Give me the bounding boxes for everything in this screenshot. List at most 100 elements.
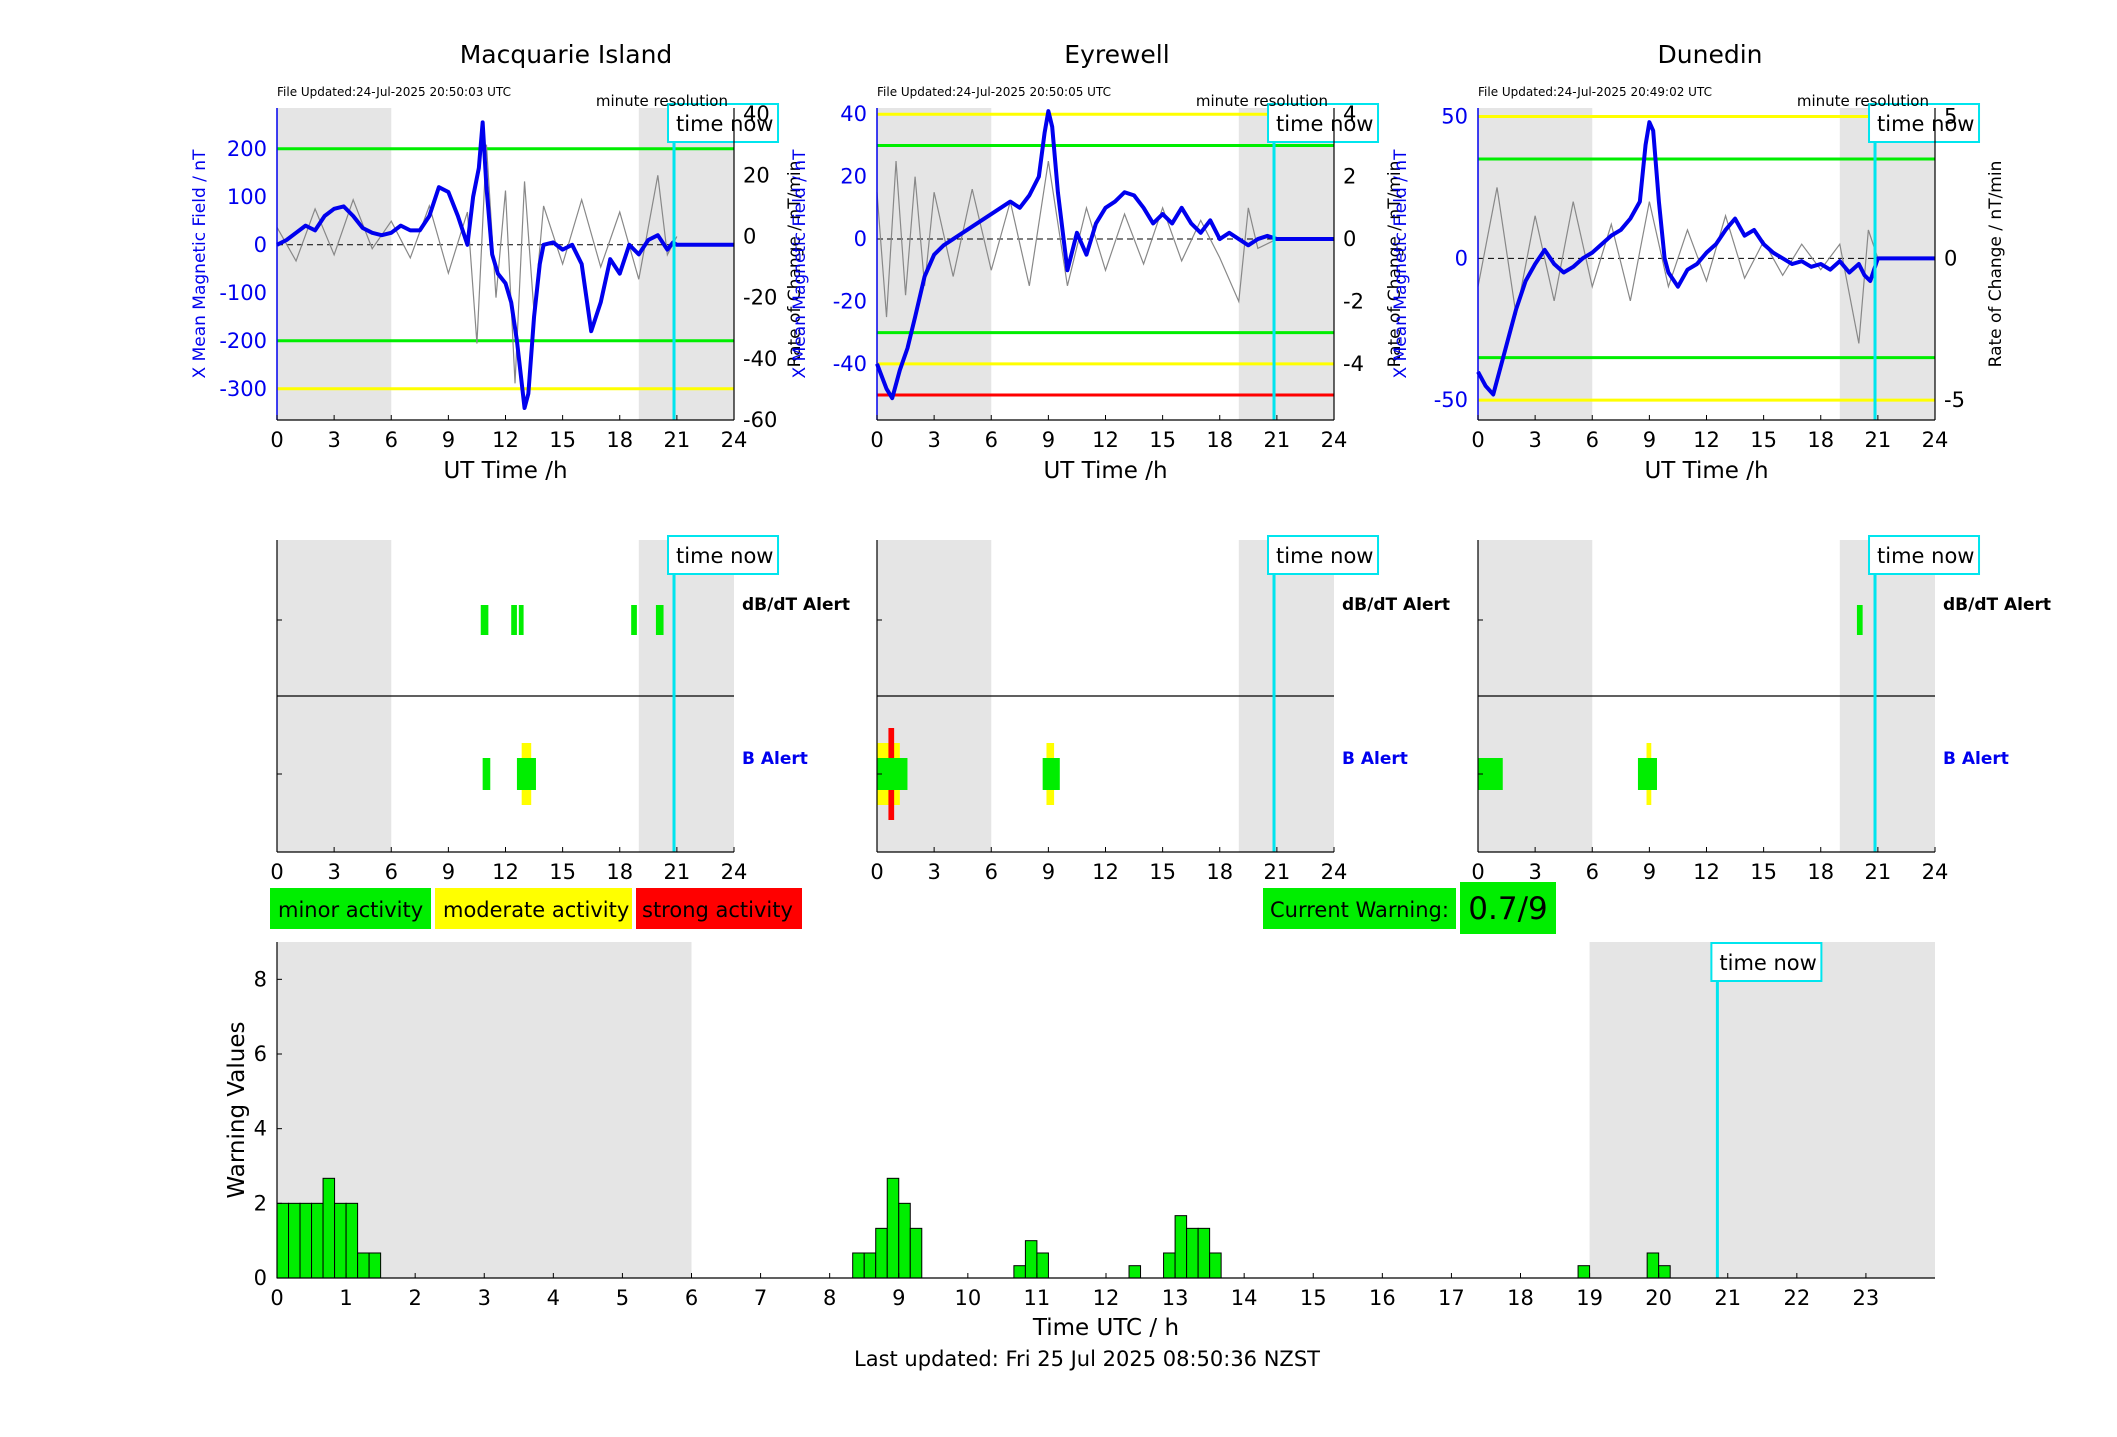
time-now-box [667,103,780,143]
current-warning-label: Current Warning: [1270,898,1449,922]
dbdt-alert-bar [631,605,637,635]
warning-bar [288,1202,301,1279]
x-tick-label: 24 [1922,428,1949,452]
x-tick-label: 9 [1643,860,1656,884]
x-tick-label: 14 [1231,1286,1258,1310]
x-tick-label: 21 [664,428,691,452]
b-alert-bar [1042,758,1060,790]
x-tick-label: 0 [270,860,283,884]
legend-strong-label: strong activity [642,898,793,922]
y-tick-label: 0 [254,233,267,257]
x-tick-label: 18 [1507,1286,1534,1310]
warning-bar [311,1202,324,1279]
time-now-box [1267,535,1380,575]
x-tick-label: 6 [685,1286,698,1310]
warning-bar [1174,1215,1188,1279]
x-axis-label: UT Time /h [443,458,567,484]
dbdt-alert-bar [518,605,524,635]
time-now-label: time now [1276,112,1373,136]
warning-bar [1186,1227,1199,1279]
x-tick-label: 9 [1643,428,1656,452]
dbdt-alert-label: dB/dT Alert [1943,595,2051,615]
night-shade [1589,942,1935,1278]
x-tick-label: 21 [1264,860,1291,884]
resolution-label: minute resolution [1196,92,1328,110]
x-tick-label: 1 [339,1286,352,1310]
x-tick-label: 19 [1576,1286,1603,1310]
y2-tick-label: 0 [1944,246,1957,270]
x-tick-label: 15 [1149,428,1176,452]
b-alert-bar [482,758,491,790]
warning-bar [299,1202,313,1279]
x-tick-label: 0 [870,860,883,884]
x-tick-label: 24 [1321,860,1348,884]
y2-tick-label: 2 [1343,165,1356,189]
y-tick-label: 50 [1441,105,1468,129]
b-alert-bar [516,758,536,790]
x-tick-label: 21 [664,860,691,884]
y-tick-label: 200 [227,137,267,161]
x-tick-label: 6 [985,860,998,884]
x-tick-label: 24 [721,860,748,884]
x-tick-label: 24 [1321,428,1348,452]
rate-of-change-line [876,160,1278,318]
x-tick-label: 9 [892,1286,905,1310]
y-tick-label: 0 [1455,246,1468,270]
macquarie-alert-panel: time now 0 3 6 9 12 15 18 21 24 dB/dT Alert B Alert [270,535,850,884]
x-tick-label: 12 [1693,428,1720,452]
x-tick-label: 9 [442,428,455,452]
x-tick-label: 15 [549,428,576,452]
y2-tick-label: 0 [743,224,756,248]
x-tick-label: 0 [270,428,283,452]
x-tick-label: 20 [1645,1286,1672,1310]
y-tick-label: 4 [254,1117,267,1141]
legend-strong-swatch [636,888,802,929]
dbdt-alert-bar [1856,605,1863,635]
x-tick-label: 3 [327,428,340,452]
warning-bar [334,1202,347,1279]
y2-tick-label: -5 [1944,388,1965,412]
x-tick-label: 3 [927,428,940,452]
x-tick-label: 3 [1528,860,1541,884]
x-tick-label: 3 [327,860,340,884]
warning-bar [276,1202,290,1279]
time-now-label: time now [676,112,773,136]
x-tick-label: 5 [616,1286,629,1310]
x-tick-label: 9 [1042,860,1055,884]
warning-bar [1036,1252,1049,1279]
x-tick-label: 6 [985,428,998,452]
x-tick-label: 9 [1042,428,1055,452]
warning-bar [322,1177,336,1279]
b-alert-bar [1637,758,1657,790]
x-tick-label: 0 [1471,428,1484,452]
y-tick-label: 40 [840,102,867,126]
time-now-label: time now [1877,112,1974,136]
x-tick-label: 12 [1693,860,1720,884]
y2-axis-label: Rate of Change / nT/min [1986,161,2006,368]
x-tick-label: 8 [823,1286,836,1310]
y2-tick-label: 5 [1944,105,1957,129]
x-tick-label: 6 [1586,428,1599,452]
warning-bar [1577,1265,1591,1279]
warning-bar [886,1177,900,1279]
y-axis-label: Warning Values [224,1021,250,1198]
time-now-box [1710,942,1823,982]
x-tick-label: 4 [547,1286,560,1310]
current-warning-value-box [1460,882,1556,934]
night-shade [1238,108,1334,420]
y-tick-label: -50 [1434,388,1468,412]
time-now-box [1868,103,1981,143]
x-tick-label: 12 [492,860,519,884]
file-updated-label: File Updated:24-Jul-2025 20:50:05 UTC [877,85,1111,99]
warning-bar [852,1252,865,1279]
warning-bar [863,1252,877,1279]
legend-moderate-label: moderate activity [443,898,629,922]
current-warning-label-box [1263,888,1456,929]
warning-bar [909,1227,923,1279]
x-tick-label: 9 [442,860,455,884]
x-tick-label: 21 [1865,428,1892,452]
x-tick-label: 6 [385,428,398,452]
x-tick-label: 15 [1149,860,1176,884]
